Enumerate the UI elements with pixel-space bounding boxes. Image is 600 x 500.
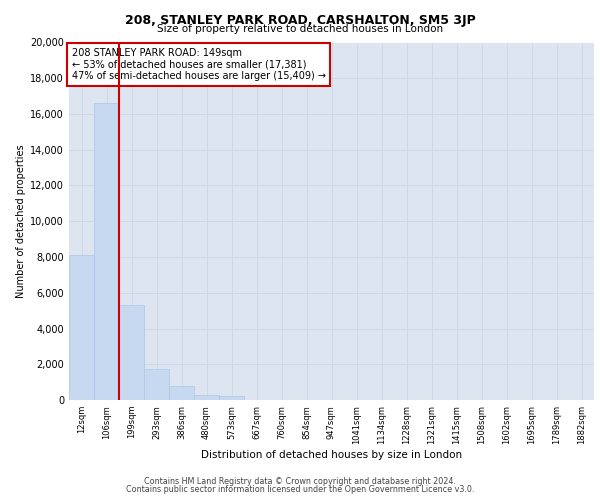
Y-axis label: Number of detached properties: Number of detached properties bbox=[16, 144, 26, 298]
X-axis label: Distribution of detached houses by size in London: Distribution of detached houses by size … bbox=[201, 450, 462, 460]
Text: Contains HM Land Registry data © Crown copyright and database right 2024.: Contains HM Land Registry data © Crown c… bbox=[144, 477, 456, 486]
Bar bbox=[194, 394, 219, 400]
Text: 208, STANLEY PARK ROAD, CARSHALTON, SM5 3JP: 208, STANLEY PARK ROAD, CARSHALTON, SM5 … bbox=[125, 14, 475, 27]
Bar bbox=[144, 368, 169, 400]
Bar bbox=[69, 255, 94, 400]
Bar bbox=[119, 306, 144, 400]
Bar bbox=[219, 396, 244, 400]
Bar bbox=[169, 386, 194, 400]
Text: Contains public sector information licensed under the Open Government Licence v3: Contains public sector information licen… bbox=[126, 485, 474, 494]
Text: Size of property relative to detached houses in London: Size of property relative to detached ho… bbox=[157, 24, 443, 34]
Text: 208 STANLEY PARK ROAD: 149sqm
← 53% of detached houses are smaller (17,381)
47% : 208 STANLEY PARK ROAD: 149sqm ← 53% of d… bbox=[71, 48, 326, 81]
Bar bbox=[94, 104, 119, 400]
